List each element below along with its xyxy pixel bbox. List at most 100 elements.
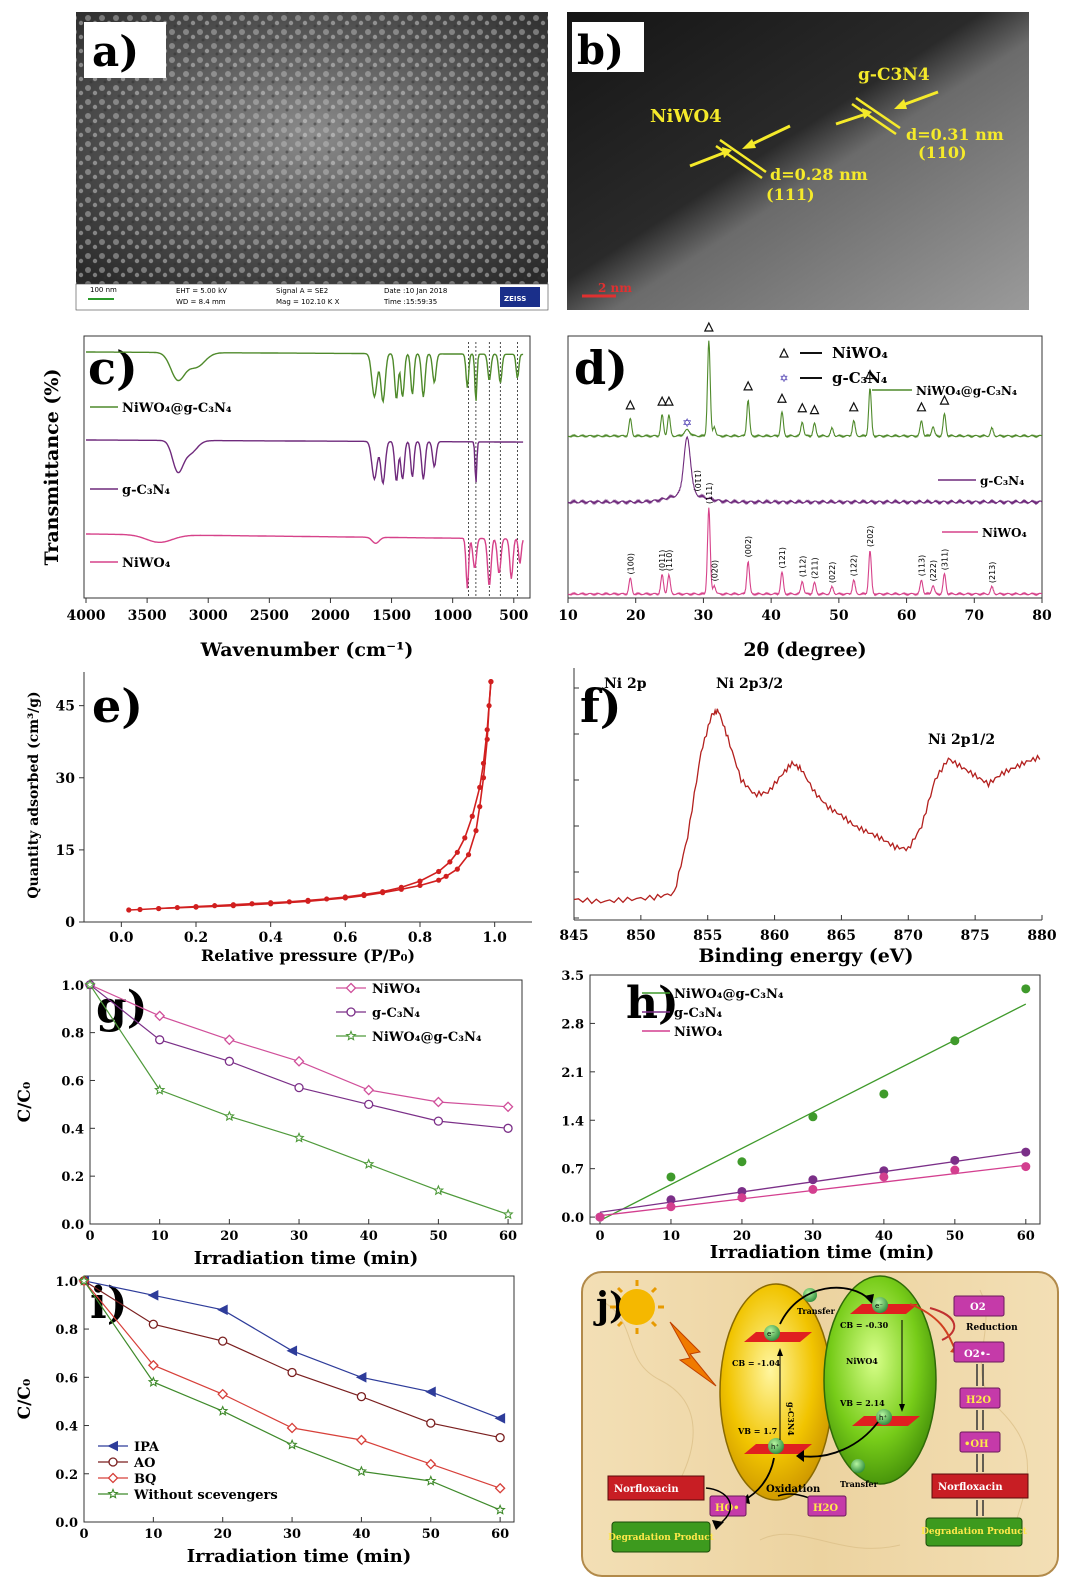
x-axis-label: 2θ (degree) bbox=[743, 639, 866, 661]
y-axis-label: C/C₀ bbox=[15, 1379, 35, 1420]
data-point bbox=[363, 1084, 375, 1096]
data-point bbox=[443, 873, 449, 879]
data-point bbox=[147, 1376, 159, 1388]
xrd-niwo4-line bbox=[567, 507, 1042, 597]
x-tick-label: 1.0 bbox=[482, 930, 507, 946]
legend-label: NiWO₄ bbox=[674, 1025, 723, 1040]
data-point bbox=[595, 1212, 605, 1222]
panel-b-tem: b) NiWO4 d=0.28 nm (111) g-C3N4 d=0.31 n… bbox=[567, 12, 1029, 310]
gcn-peak-marker: ✡ bbox=[682, 416, 692, 430]
data-point bbox=[425, 1475, 437, 1486]
data-point bbox=[666, 1172, 676, 1182]
data-point bbox=[447, 859, 453, 865]
data-point bbox=[217, 1405, 229, 1416]
niwo4-peak-marker bbox=[703, 321, 714, 332]
data-point bbox=[155, 1035, 165, 1045]
series-label: NiWO₄@g-C₃N₄ bbox=[122, 401, 232, 416]
legend-label: NiWO₄@g-C₃N₄ bbox=[372, 1030, 482, 1045]
y-tick-label: 0.4 bbox=[55, 1420, 78, 1435]
x-tick-label: 50 bbox=[946, 1229, 964, 1244]
data-point bbox=[223, 1034, 235, 1046]
panel-c-label: c) bbox=[88, 341, 138, 395]
y-tick-label: 0 bbox=[65, 915, 75, 931]
data-point bbox=[494, 1412, 506, 1424]
panel-c-ftir: 4000 3500 3000 2500 2000 1500 1000 500 Wavenumbe… bbox=[41, 335, 531, 661]
x-tick-label: 40 bbox=[352, 1527, 370, 1542]
data-point bbox=[486, 703, 492, 709]
data-point bbox=[156, 905, 162, 912]
hole-label: h⁺ bbox=[771, 1443, 779, 1451]
data-point bbox=[808, 1112, 818, 1122]
data-point bbox=[107, 1472, 119, 1484]
data-point bbox=[147, 1359, 159, 1371]
hkl-label: (100) bbox=[626, 553, 635, 575]
y-tick-label: 15 bbox=[56, 843, 75, 859]
panel-j-mechanism: j) e⁻ h⁺ e⁻ bbox=[581, 1271, 1059, 1577]
hkl-label: (311) bbox=[940, 549, 949, 571]
oh-box: •OH bbox=[964, 1439, 989, 1450]
data-point bbox=[154, 1084, 166, 1095]
hkl-label: (121) bbox=[778, 547, 787, 569]
plot-frame bbox=[89, 979, 523, 1225]
data-point bbox=[488, 679, 494, 685]
y-tick-label: 0.8 bbox=[55, 1323, 78, 1338]
x-axis-label: Irradiation time (min) bbox=[187, 1546, 412, 1567]
tem-scale-bar: 2 nm bbox=[598, 281, 632, 295]
legend-label: g-C₃N₄ bbox=[372, 1006, 420, 1021]
x-tick-label: 0 bbox=[595, 1229, 604, 1244]
data-point bbox=[477, 804, 483, 810]
x-tick-label: 60 bbox=[491, 1527, 509, 1542]
degradation-right: Degradation Product bbox=[921, 1527, 1028, 1537]
data-point bbox=[147, 1289, 159, 1301]
data-point bbox=[223, 1110, 235, 1122]
x-tick-label: 2000 bbox=[311, 608, 350, 624]
data-point bbox=[436, 868, 442, 875]
x-tick-label: 860 bbox=[760, 928, 789, 944]
niwo4-peak-marker bbox=[865, 369, 875, 380]
y-tick-label: 0.6 bbox=[55, 1371, 78, 1386]
data-point bbox=[364, 1099, 374, 1110]
x-tick-label: 60 bbox=[499, 1229, 517, 1244]
niwo4-peak-marker bbox=[809, 404, 820, 415]
sun-icon bbox=[610, 1280, 664, 1334]
electron-label-n: e⁻ bbox=[875, 1302, 883, 1310]
data-point bbox=[477, 784, 483, 790]
tem-niwo4-label: NiWO4 bbox=[650, 106, 722, 127]
data-point bbox=[286, 1422, 298, 1434]
y-axis-label: Transmittance (%) bbox=[41, 369, 63, 566]
data-point bbox=[737, 1186, 747, 1196]
data-point bbox=[494, 1503, 506, 1515]
legend-marker-gcn: ✡ bbox=[779, 372, 788, 385]
data-point bbox=[126, 907, 132, 913]
panel-b-label: b) bbox=[577, 27, 624, 74]
data-point bbox=[268, 901, 274, 907]
data-point bbox=[417, 878, 423, 884]
data-point bbox=[305, 898, 311, 904]
lightning-icon bbox=[669, 1321, 717, 1387]
series-label: g-C₃N₄ bbox=[122, 483, 170, 498]
x-tick-label: 80 bbox=[1032, 608, 1052, 624]
x-tick-label: 845 bbox=[559, 928, 588, 944]
norfloxacin-left: Norfloxacin bbox=[614, 1484, 679, 1495]
data-point bbox=[432, 1184, 445, 1196]
cb-gcn: CB = -1.04 bbox=[732, 1358, 781, 1368]
panel-g-degradation: 0 10 20 30 40 50 60 0.0 0.2 0.4 0.6 0.8 1.0 Irradiati… bbox=[15, 979, 523, 1269]
hkl-label: (211) bbox=[810, 557, 819, 579]
x-tick-label: 1500 bbox=[372, 608, 411, 624]
legend-label: NiWO₄ bbox=[372, 982, 421, 997]
plot-frame bbox=[567, 335, 1043, 599]
data-point bbox=[361, 892, 367, 899]
series-tag: g-C₃N₄ bbox=[980, 474, 1024, 488]
vb-niwo4: VB = 2.14 bbox=[839, 1398, 885, 1408]
sem-info-eht: EHT = 5.00 kV bbox=[176, 287, 227, 295]
x-tick-label: 10 bbox=[662, 1229, 680, 1244]
niwo4-peak-marker bbox=[743, 380, 754, 391]
x-tick-label: 855 bbox=[693, 928, 722, 944]
cb-niwo4: CB = -0.30 bbox=[840, 1320, 889, 1330]
x-tick-label: 20 bbox=[214, 1527, 232, 1542]
data-point bbox=[426, 1418, 436, 1428]
data-point bbox=[737, 1193, 747, 1203]
x-tick-label: 30 bbox=[290, 1229, 308, 1244]
hkl-label: (213) bbox=[988, 562, 997, 584]
